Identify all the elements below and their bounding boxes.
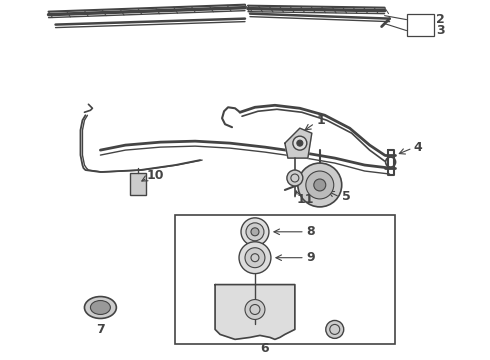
Bar	[407, 14, 435, 36]
Circle shape	[251, 228, 259, 236]
Bar	[175, 215, 394, 345]
Text: 1: 1	[317, 114, 325, 127]
Circle shape	[306, 171, 334, 199]
Circle shape	[239, 242, 271, 274]
Circle shape	[293, 136, 307, 150]
Circle shape	[297, 140, 303, 146]
Circle shape	[298, 163, 342, 207]
Text: 2: 2	[436, 13, 445, 26]
Ellipse shape	[84, 297, 116, 319]
Circle shape	[314, 179, 326, 191]
Circle shape	[246, 223, 264, 241]
Text: 8: 8	[307, 225, 315, 238]
Ellipse shape	[91, 301, 110, 315]
Circle shape	[245, 248, 265, 268]
Polygon shape	[285, 128, 312, 158]
Text: 11: 11	[296, 193, 314, 206]
Circle shape	[241, 218, 269, 246]
Circle shape	[287, 170, 303, 186]
Text: 9: 9	[307, 251, 315, 264]
Text: 4: 4	[413, 141, 422, 154]
Text: 5: 5	[343, 190, 351, 203]
Circle shape	[326, 320, 343, 338]
Bar	[130, 173, 147, 195]
Text: 3: 3	[436, 24, 445, 37]
Text: 10: 10	[147, 168, 164, 181]
Polygon shape	[215, 285, 295, 339]
Circle shape	[245, 300, 265, 319]
Text: 7: 7	[96, 323, 105, 336]
Text: 6: 6	[261, 342, 270, 355]
